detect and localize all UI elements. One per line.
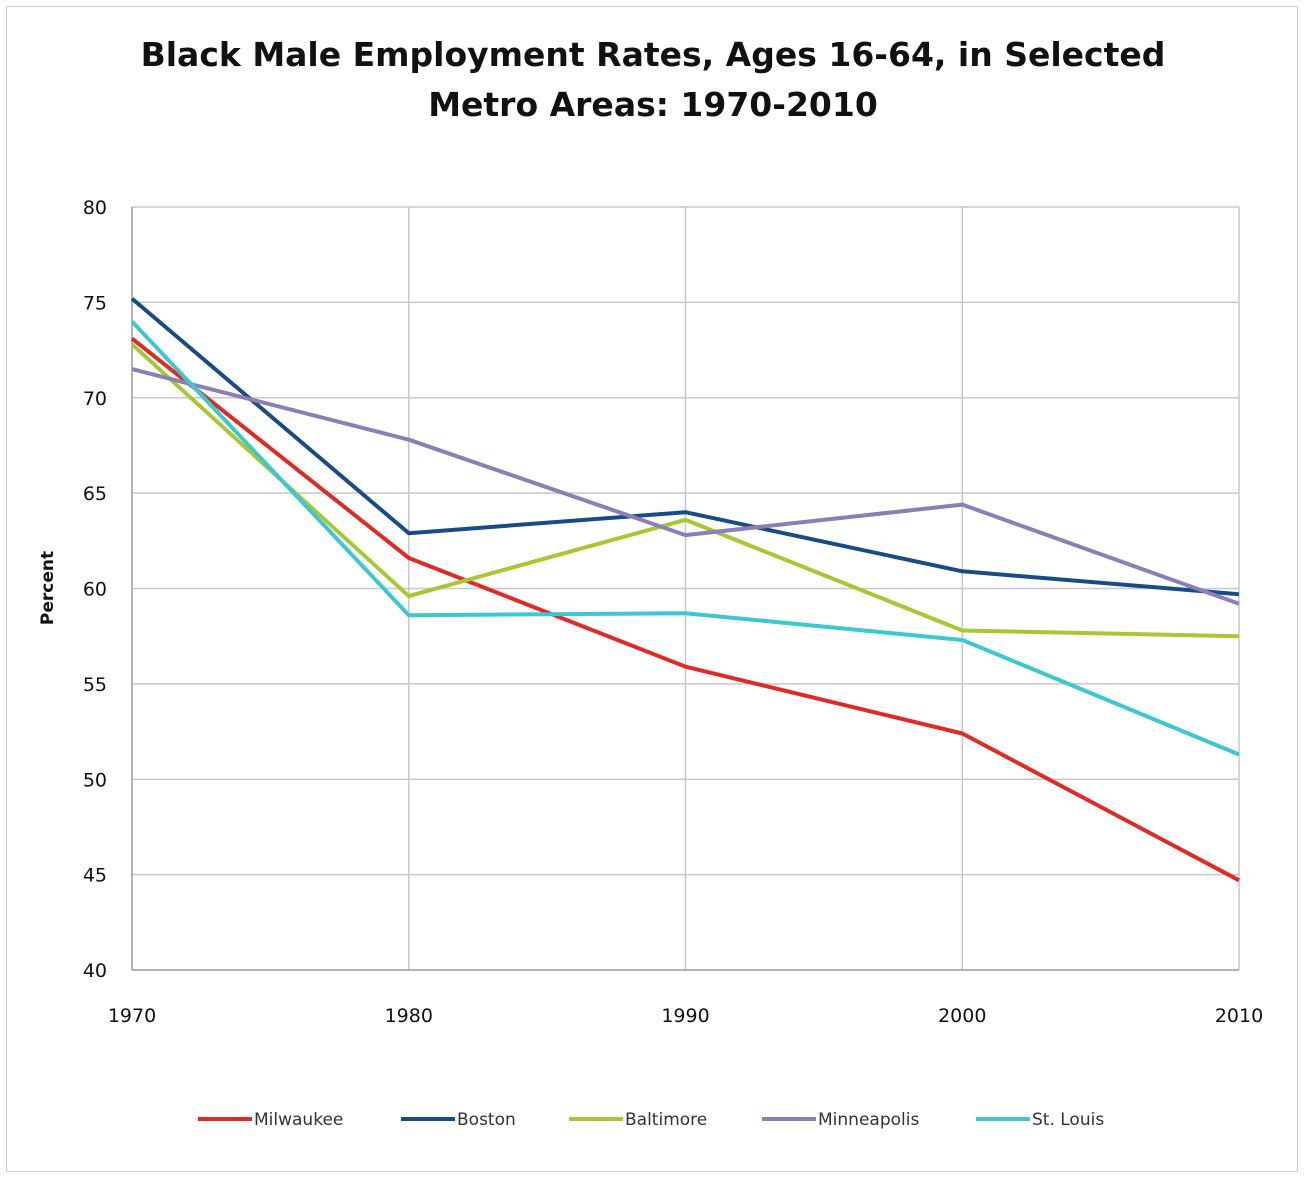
chart-title: Black Male Employment Rates, Ages 16-64,…	[0, 30, 1306, 130]
tick-labels: 40 45 50 55 60 65 70 75 80 1970 1980 1990 2000 2010	[83, 197, 1263, 1027]
legend: Milwaukee Boston Baltimore Minneapolis St. L…	[198, 1110, 1104, 1130]
y-tick-label: 65	[83, 483, 107, 505]
legend-label-milwaukee: Milwaukee	[254, 1110, 343, 1130]
series-line-boston	[130, 297, 1240, 597]
x-tick-label: 1980	[385, 1005, 433, 1027]
legend-label-boston: Boston	[457, 1110, 516, 1130]
x-tick-label: 1990	[661, 1005, 709, 1027]
legend-label-baltimore: Baltimore	[625, 1110, 707, 1130]
x-tick-label: 2000	[938, 1005, 986, 1027]
grid-lines	[132, 206, 1240, 970]
y-tick-label: 40	[83, 960, 107, 982]
y-tick-label: 50	[83, 769, 107, 791]
y-tick-label: 60	[83, 579, 107, 601]
axes	[131, 207, 1239, 971]
legend-label-st-louis: St. Louis	[1032, 1110, 1104, 1130]
x-tick-label: 1970	[108, 1005, 156, 1027]
series-line-st-louis	[130, 320, 1240, 757]
y-tick-label: 75	[83, 292, 107, 314]
legend-label-minneapolis: Minneapolis	[818, 1110, 919, 1130]
chart-title-line-2: Metro Areas: 1970-2010	[428, 85, 878, 124]
series-line-milwaukee	[130, 337, 1240, 883]
x-tick-label: 2010	[1215, 1005, 1263, 1027]
chart-title-line-1: Black Male Employment Rates, Ages 16-64,…	[140, 35, 1166, 74]
series-lines	[130, 297, 1240, 883]
y-tick-label: 55	[83, 674, 107, 696]
y-tick-label: 45	[83, 865, 107, 887]
y-axis-label: Percent	[38, 551, 58, 625]
series-line-minneapolis	[131, 367, 1240, 606]
y-tick-label: 80	[83, 197, 107, 219]
y-tick-label: 70	[83, 388, 107, 410]
series-line-baltimore	[130, 342, 1240, 639]
